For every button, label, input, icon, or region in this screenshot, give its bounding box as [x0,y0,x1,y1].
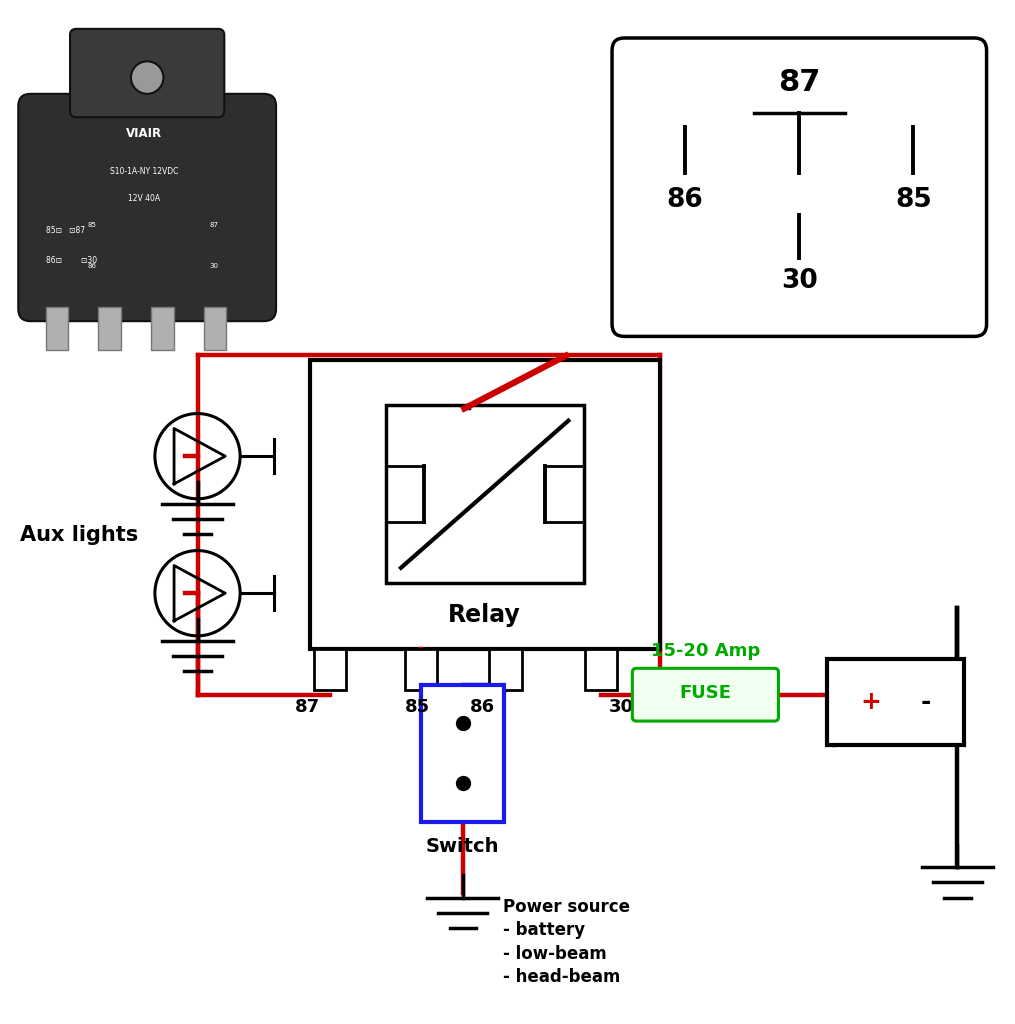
Text: S10-1A-NY 12VDC: S10-1A-NY 12VDC [110,168,179,176]
Bar [827,659,964,745]
Text: Relay: Relay [449,603,521,627]
Circle shape [131,61,163,94]
Bar [310,359,660,649]
Text: 86: 86 [87,263,96,269]
Bar [585,649,617,689]
Text: 87: 87 [209,222,218,228]
Bar [489,649,522,689]
Text: 86: 86 [470,697,495,716]
Text: 30: 30 [209,263,218,269]
Text: Aux lights: Aux lights [20,525,139,545]
Text: 87: 87 [294,697,320,716]
Bar [314,649,346,689]
Bar [151,307,174,349]
FancyBboxPatch shape [632,669,779,721]
Text: 15-20 Amp: 15-20 Amp [651,642,760,660]
Text: 85: 85 [895,187,932,213]
Text: 30: 30 [609,697,634,716]
Bar [204,307,226,349]
Text: 30: 30 [781,268,818,294]
Text: 85⊡   ⊡87: 85⊡ ⊡87 [46,226,85,236]
Text: -: - [921,690,931,715]
Text: +: + [861,690,881,715]
Text: 86: 86 [667,187,703,213]
FancyBboxPatch shape [18,94,276,322]
Text: Switch: Switch [426,837,499,856]
Text: 85: 85 [87,222,96,228]
Bar [405,649,437,689]
Text: 12V 40A: 12V 40A [128,194,160,203]
Text: 86⊡        ⊡30: 86⊡ ⊡30 [46,256,96,265]
FancyBboxPatch shape [612,38,987,337]
Bar [421,685,504,821]
Text: 85: 85 [405,697,429,716]
Text: FUSE: FUSE [679,684,732,701]
FancyBboxPatch shape [70,29,224,117]
Text: VIAIR: VIAIR [126,127,162,140]
Bar [46,307,68,349]
Bar [386,406,584,583]
Bar [98,307,121,349]
Text: Power source
- battery
- low-beam
- head-beam: Power source - battery - low-beam - head… [503,898,630,986]
Text: 87: 87 [779,69,820,97]
